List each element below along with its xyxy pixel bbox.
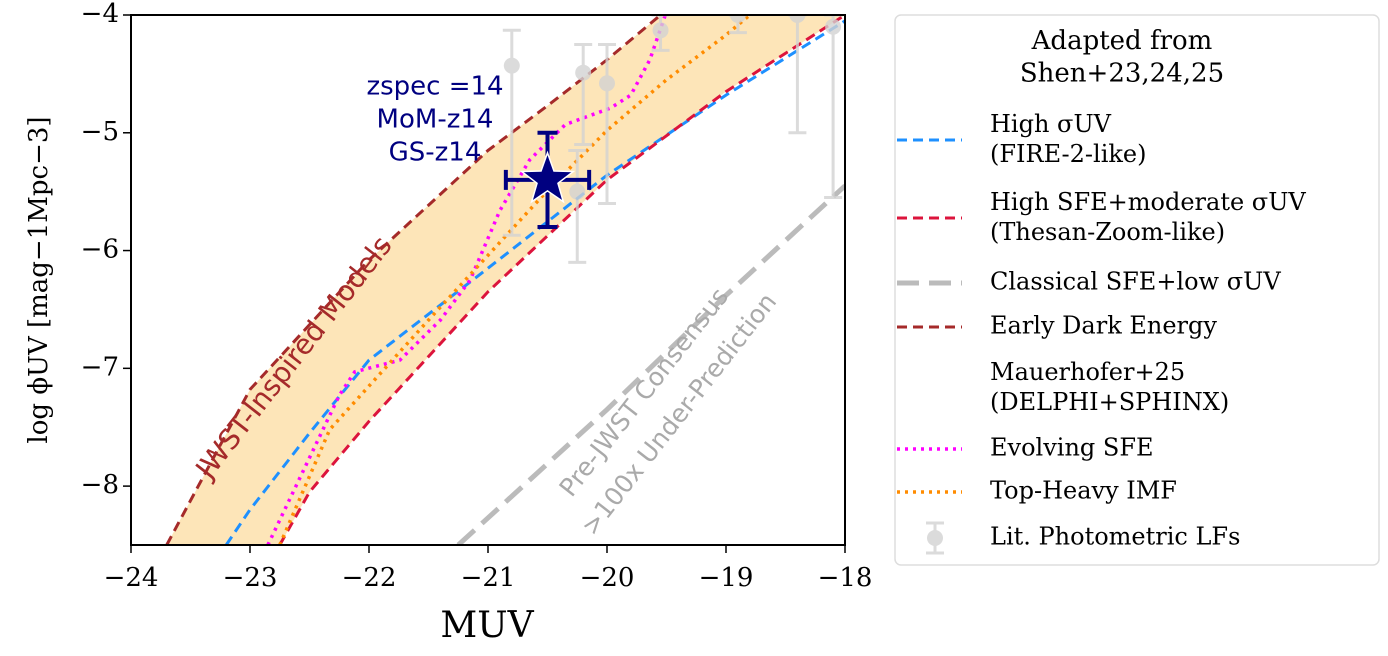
x-tick-label: −24 [104,563,159,593]
legend-label: Evolving SFE [990,434,1154,462]
legend-title: Adapted from Shen+23,24,25 [1020,26,1224,89]
legend-handle [926,521,944,555]
legend-box [894,14,1380,566]
legend-label: High SFE+moderate σUV (Thesan-Zoom-like) [990,188,1306,246]
x-tick-label: −18 [818,563,873,593]
error-point [788,15,807,135]
star-label: GS-z14 [389,138,482,168]
plot-area [165,15,845,545]
x-axis-label: MUV [440,605,534,646]
data-point [575,64,592,81]
legend-label: Top-Heavy IMF [990,477,1177,505]
error-point [728,15,747,35]
series-line [224,19,845,545]
legend-label: Classical SFE+low σUV [990,268,1281,296]
legend-dot [927,530,943,546]
data-point [789,15,806,23]
legend-label: Mauerhofer+25 (DELPHI+SPHINX) [990,358,1229,416]
x-tick-label: −22 [342,563,397,593]
legend-label: Early Dark Energy [990,312,1217,340]
error-point [574,42,593,147]
data-point [599,75,615,92]
error-point [651,15,670,52]
y-tick-label: −7 [81,352,119,382]
x-tick-label: −20 [580,563,635,593]
star-label: zspec =14 [366,72,503,102]
shaded-band [166,15,845,545]
y-tick-label: −4 [81,0,119,29]
error-point [824,15,843,200]
data-point [503,57,520,74]
x-tick-label: −21 [461,563,516,593]
y-tick-label: −6 [81,235,119,265]
x-tick-label: −23 [223,563,278,593]
data-point [569,183,586,200]
data-point [825,18,842,35]
data-point [729,15,746,23]
series-line [278,15,845,545]
y-axis-label: log ϕUV [mag−1Mpc−3] [24,116,54,443]
y-tick-label: −8 [81,470,119,500]
series-line [456,183,845,545]
error-point [598,42,616,205]
y-tick-label: −5 [81,117,119,147]
error-point [568,148,587,264]
data-point [652,22,669,39]
series-line [266,15,667,545]
legend-label: High σUV (FIRE-2-like) [990,110,1146,168]
legend-label: Lit. Photometric LFs [990,523,1240,551]
error-point [502,28,521,237]
star-label: MoM-z14 [377,105,494,135]
x-tick-label: −19 [699,563,754,593]
star-marker [519,150,576,204]
